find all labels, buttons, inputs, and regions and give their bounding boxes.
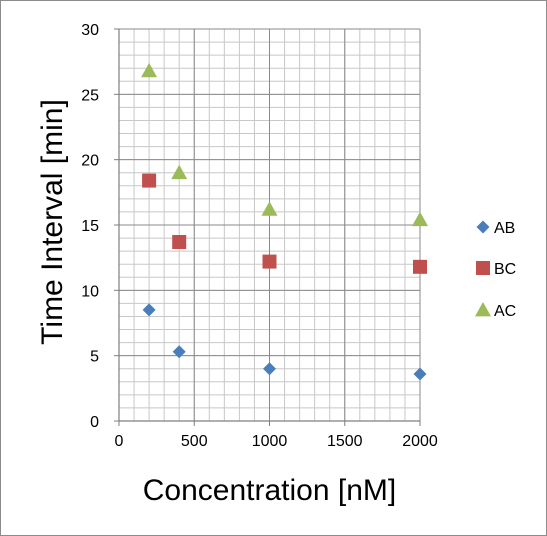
y-tick-label: 20 (81, 153, 99, 170)
data-point-bc (413, 259, 427, 274)
legend-label-bc: BC (494, 261, 516, 278)
legend-label-ab: AB (494, 220, 515, 237)
tick-labels: 0 500 1000 1500 2000 0 5 10 15 20 25 30 (81, 22, 438, 450)
y-tick-label: 5 (90, 349, 99, 366)
x-axis-title: Concentration [nM] (143, 474, 396, 507)
x-tick-label: 1500 (327, 433, 363, 450)
x-tick-label: 0 (115, 433, 124, 450)
x-tick-label: 2000 (402, 433, 438, 450)
legend: AB BC AC (475, 220, 516, 320)
data-point-ac (261, 201, 278, 216)
y-tick-label: 30 (81, 22, 99, 39)
axes (114, 28, 421, 426)
x-tick-label: 500 (181, 433, 208, 450)
data-point-ab (142, 303, 156, 317)
legend-marker-bc (476, 261, 490, 275)
data-point-ab (263, 362, 276, 376)
data-point-bc (262, 254, 277, 269)
major-gridlines (118, 28, 421, 422)
y-tick-label: 15 (81, 218, 99, 235)
data-point-ab (172, 345, 186, 359)
data-point-ac (412, 211, 428, 227)
y-tick-label: 25 (81, 87, 99, 104)
data-points (141, 62, 428, 381)
x-tick-label: 1000 (252, 433, 288, 450)
data-point-bc (142, 173, 157, 188)
data-point-bc (172, 234, 187, 249)
data-point-ab (413, 367, 427, 381)
y-tick-label: 0 (90, 414, 99, 431)
y-tick-label: 10 (81, 283, 99, 300)
legend-marker-ab (476, 220, 490, 234)
legend-marker-ac (475, 302, 491, 317)
legend-label-ac: AC (494, 303, 516, 320)
data-point-ac (141, 62, 158, 78)
data-point-ac (171, 164, 188, 180)
y-axis-title: Time Interval [min] (36, 99, 69, 345)
